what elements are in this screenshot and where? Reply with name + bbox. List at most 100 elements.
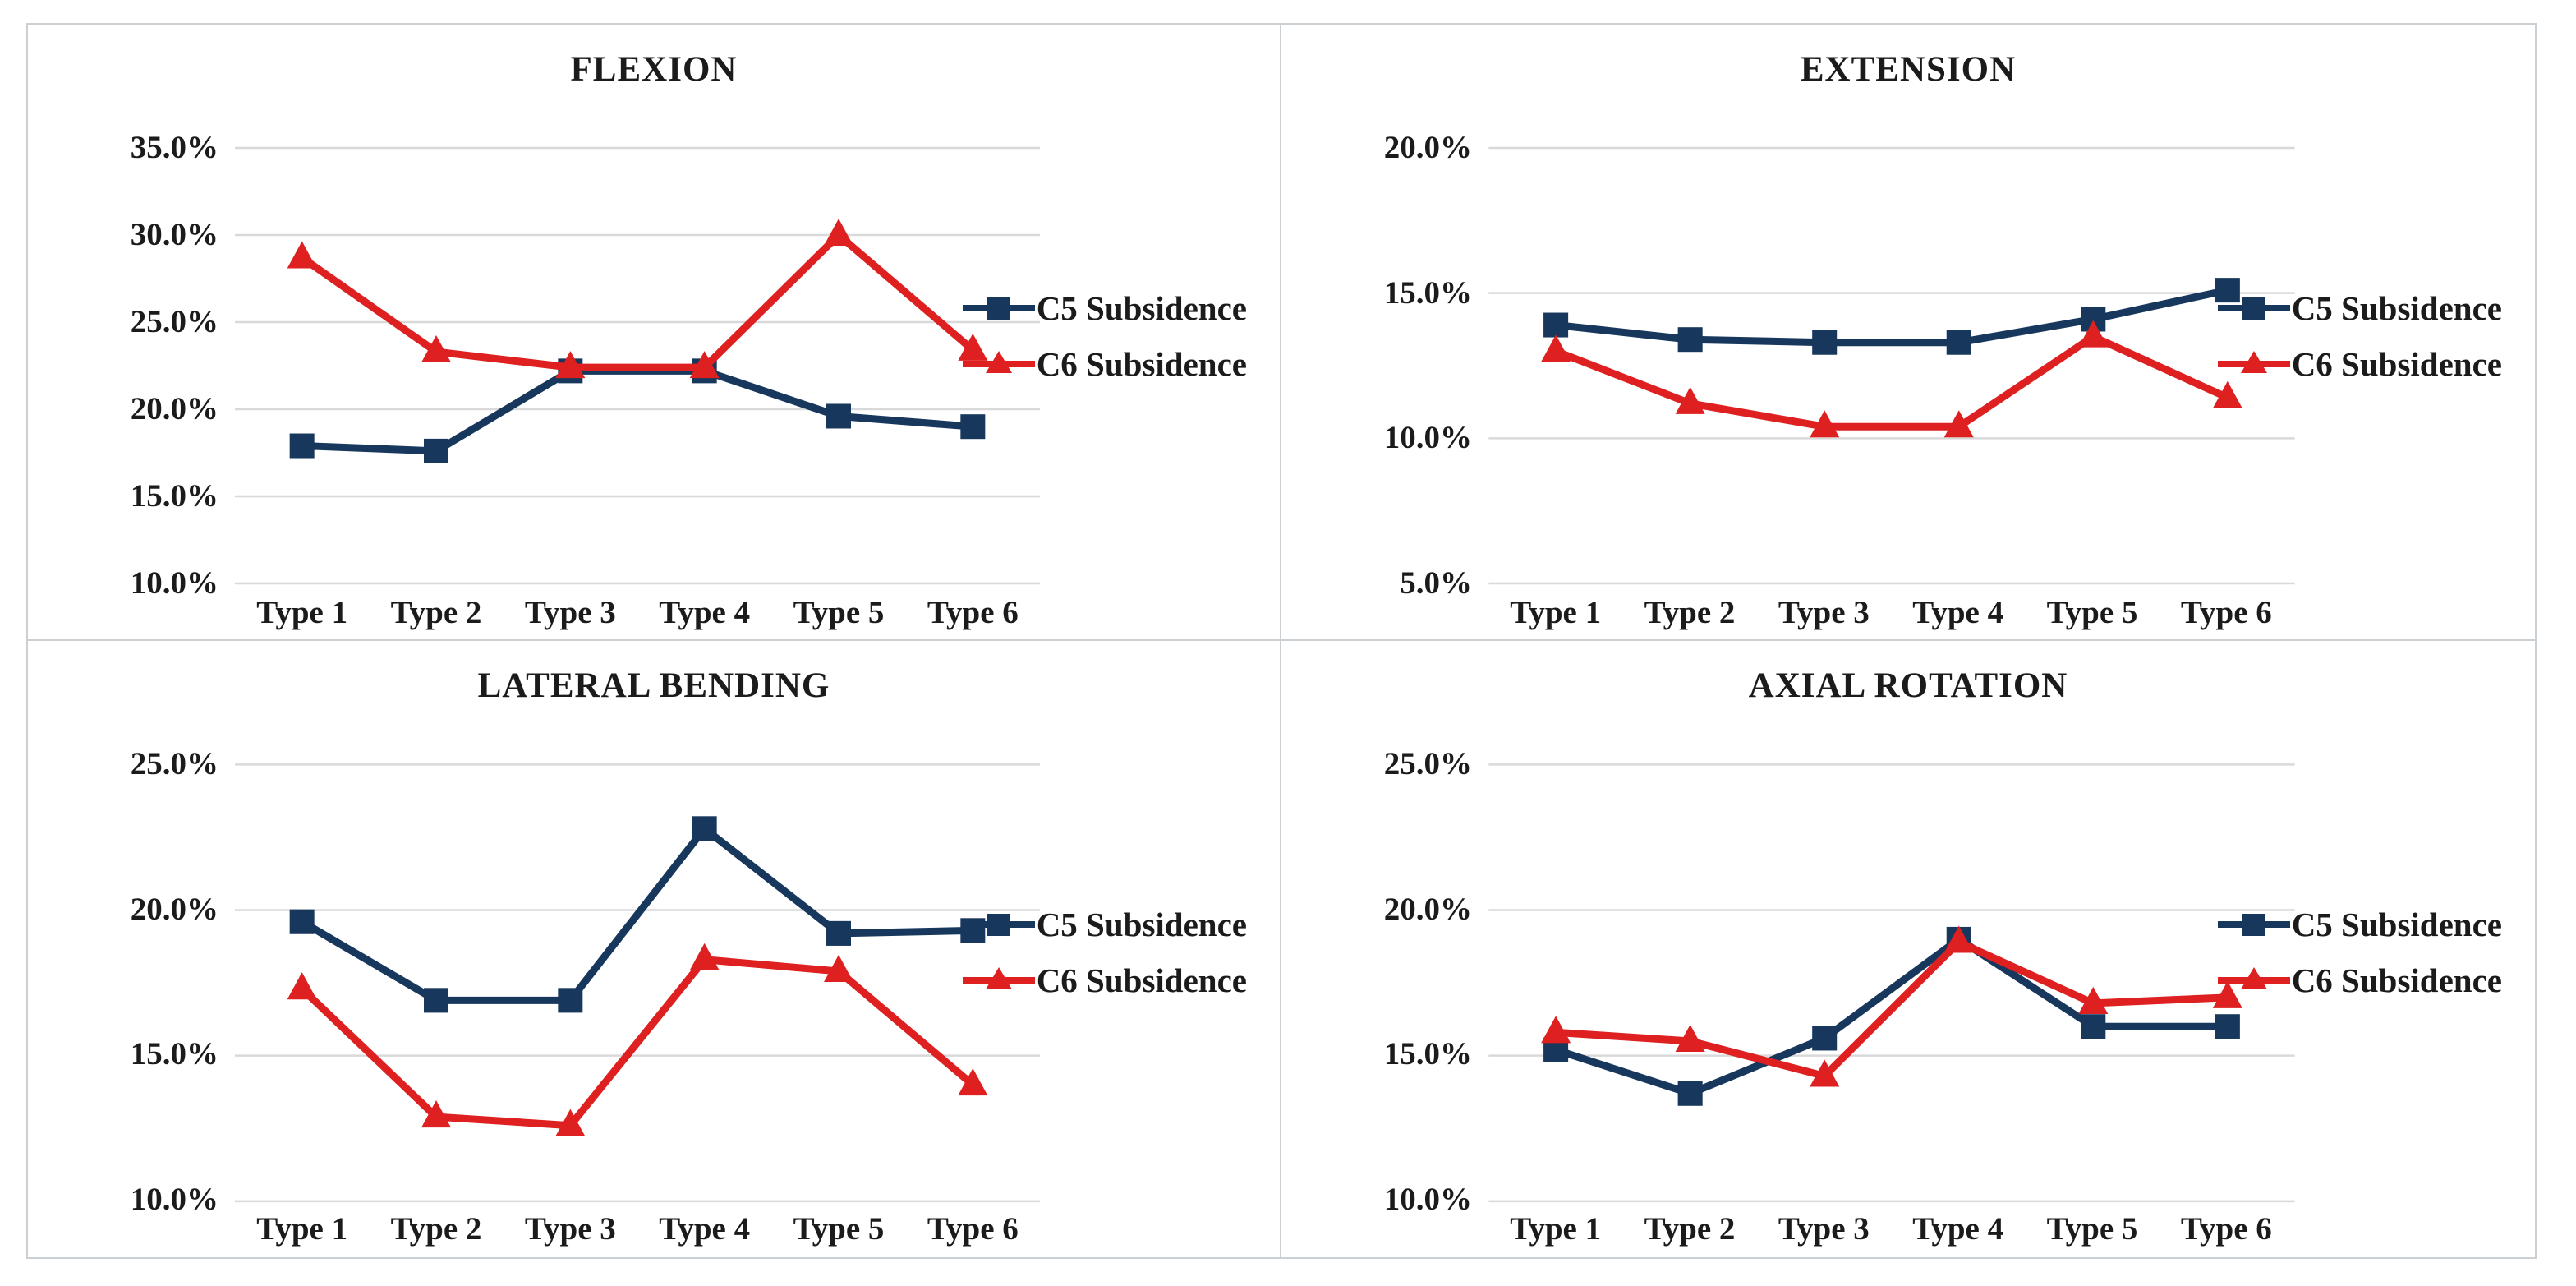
legend: C5 Subsidence C6 Subsidence [962,902,1247,1003]
legend-label: C6 Subsidence [2291,345,2502,383]
c6-data-point-marker [2212,980,2242,1008]
c6-data-point-marker [555,1109,586,1136]
c6-data-point-marker [421,335,451,363]
c6-line-marker-swatch [962,967,1035,989]
legend-label: C5 Subsidence [1036,906,1247,943]
c6-data-point-marker [2212,380,2242,408]
c6-series-line [1552,938,2232,1080]
legend-triangle-marker [2240,351,2267,373]
c5-data-point-marker [1946,330,1971,355]
c5-data-point-marker [1812,330,1838,355]
c6-data-point-marker [1541,1016,1571,1044]
c6-data-point-marker [1810,1059,1840,1087]
c5-data-point-marker [289,909,315,934]
y-tick-label: 15.0% [1383,1036,1472,1072]
y-tick-label: 20.0% [130,891,218,927]
chart-panel-flexion: FLEXION 35.0% 30.0% 25.0% 20.0% 15.0% 10.0% T… [28,25,1281,641]
y-axis-tick-labels: 20.0% 15.0% 10.0% 5.0% [1281,25,1472,639]
c5-series-line [298,824,977,1004]
c5-data-point-marker [1543,312,1569,338]
chart-title: AXIAL ROTATION [1748,666,2068,705]
y-tick-label: 20.0% [1383,891,1472,927]
c5-data-point-marker [424,988,448,1013]
flexion-plot-svg [235,146,1040,585]
chart-grid: FLEXION 35.0% 30.0% 25.0% 20.0% 15.0% 10.0% T… [26,23,2537,1259]
c5-data-point-marker [289,433,315,459]
c5-line-marker-swatch [962,914,1035,936]
c6-data-point-marker [958,1068,988,1096]
c6-line-marker-swatch [2217,967,2290,989]
c5-series-line [298,366,977,455]
chart-title: FLEXION [570,50,738,89]
c5-data-point-marker [2081,1014,2106,1039]
y-tick-label: 10.0% [1383,1182,1472,1217]
c6-data-point-marker [1675,386,1705,414]
c5-data-point-marker [1677,327,1703,353]
lateral-bending-plot-svg [235,763,1040,1203]
c5-data-point-marker [424,438,448,463]
y-tick-label: 25.0% [1383,746,1472,781]
y-tick-label: 35.0% [130,130,218,165]
chart-panel-lateral-bending: LATERAL BENDING 25.0% 20.0% 15.0% 10.0% Typ… [28,641,1281,1257]
c5-data-point-marker [826,920,851,946]
legend-triangle-marker [2240,967,2267,989]
c6-series-line [1552,333,2232,431]
legend-square-marker [2242,297,2265,320]
legend: C5 Subsidence C6 Subsidence [2217,286,2502,386]
legend-entry-c6: C6 Subsidence [962,958,1247,1003]
c6-series-line [298,956,977,1130]
c6-data-point-marker [555,351,586,379]
legend-entry-c5: C5 Subsidence [962,902,1247,947]
legend-label: C5 Subsidence [1036,289,1247,327]
c6-data-point-marker [824,954,853,982]
c6-line-marker-swatch [2217,351,2290,373]
c6-data-point-marker [421,1100,451,1128]
y-tick-label: 15.0% [130,478,218,514]
legend-square-marker [987,914,1010,936]
c6-data-point-marker [2078,320,2109,348]
c5-data-point-marker [1677,1081,1703,1106]
c5-data-point-marker [2215,1014,2240,1039]
c6-data-point-marker [824,219,853,246]
y-tick-label: 10.0% [1383,420,1472,456]
y-tick-label: 5.0% [1400,565,1472,601]
c6-data-point-marker [1675,1024,1705,1052]
y-tick-label: 20.0% [130,391,218,426]
c6-series-line [298,231,977,371]
legend-label: C6 Subsidence [2291,961,2502,999]
y-tick-label: 15.0% [1383,274,1472,311]
c5-data-point-marker [960,414,986,440]
y-tick-label: 10.0% [130,565,218,601]
c6-data-point-marker [1944,410,1974,438]
c5-data-point-marker [2215,278,2240,303]
legend-triangle-marker [985,967,1012,989]
legend: C5 Subsidence C6 Subsidence [962,286,1247,386]
c5-data-point-marker [826,403,851,429]
legend-entry-c6: C6 Subsidence [2217,342,2502,386]
y-tick-label: 10.0% [130,1182,218,1217]
c6-data-point-marker [287,972,317,1000]
c6-data-point-marker [1944,925,1974,953]
legend-label: C5 Subsidence [2291,906,2502,943]
y-tick-label: 15.0% [130,1036,218,1072]
legend-label: C5 Subsidence [2291,289,2502,327]
chart-panel-extension: EXTENSION 20.0% 15.0% 10.0% 5.0% Type 1 Type… [1281,25,2535,641]
legend-label: C6 Subsidence [1036,961,1247,999]
c5-data-point-marker [1812,1026,1838,1051]
c6-data-point-marker [958,333,988,361]
chart-title: LATERAL BENDING [477,666,830,705]
legend-entry-c5: C5 Subsidence [2217,286,2502,330]
c6-data-point-marker [1810,410,1840,438]
y-axis-tick-labels: 25.0% 20.0% 15.0% 10.0% [28,641,218,1257]
c6-data-point-marker [2078,986,2109,1014]
axial-rotation-plot-svg [1488,763,2295,1203]
c6-data-point-marker [689,943,720,970]
legend-triangle-marker [985,351,1012,373]
c5-series-line [1552,935,2232,1098]
y-axis-tick-labels: 35.0% 30.0% 25.0% 20.0% 15.0% 10.0% [28,25,218,639]
c5-line-marker-swatch [962,297,1035,320]
extension-plot-svg [1488,146,2295,585]
c5-line-marker-swatch [2217,914,2290,936]
y-tick-label: 25.0% [130,304,218,339]
c5-line-marker-swatch [2217,297,2290,320]
